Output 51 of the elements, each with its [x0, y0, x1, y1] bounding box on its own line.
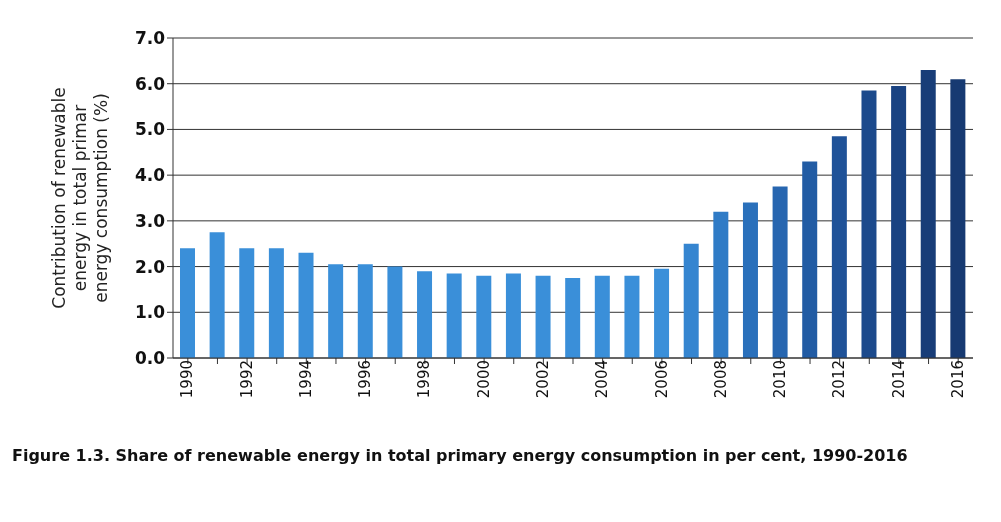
y-tick-label: 6.0: [134, 73, 166, 94]
x-tick-label: 2004: [593, 360, 612, 399]
bar: [505, 273, 521, 358]
x-tick-label: 2012: [830, 360, 849, 399]
bar: [357, 264, 373, 358]
bar: [802, 161, 818, 358]
y-tick-label: 5.0: [134, 119, 166, 140]
bar: [535, 275, 551, 358]
y-tick-label: 4.0: [134, 165, 166, 186]
x-tick-label: 1994: [296, 360, 315, 399]
x-tick-label: 1996: [356, 360, 375, 399]
y-tick-label: 3.0: [134, 210, 166, 231]
bar: [772, 186, 788, 358]
x-tick-label: 2010: [771, 360, 790, 399]
bar: [713, 211, 729, 358]
bar: [328, 264, 344, 358]
y-axis-title: Contribution of renewable energy in total primar energy consumption (%): [49, 87, 111, 309]
bar: [446, 273, 462, 358]
y-tick-label: 7.0: [134, 28, 166, 49]
bar: [298, 252, 314, 358]
y-tick-label: 1.0: [134, 302, 166, 323]
x-tick-label: 2014: [889, 360, 908, 399]
x-tick-label: 2016: [948, 360, 967, 399]
caption: Figure 1.3. Share of renewable energy in total primary energy consumption in per cent, 1990-2016: [12, 446, 909, 465]
bar: [891, 86, 907, 358]
bar: [565, 278, 581, 358]
y-tick-label: 0.0: [134, 348, 166, 369]
bar: [624, 275, 640, 358]
x-tick-label: 2000: [474, 360, 493, 399]
bar: [861, 90, 877, 358]
bar: [742, 202, 758, 358]
bar: [239, 248, 255, 358]
x-tick-label: 2002: [534, 360, 553, 399]
x-tick-label: 1992: [237, 360, 256, 399]
bar: [476, 275, 492, 358]
bar: [594, 275, 610, 358]
x-tick-label: 2008: [711, 360, 730, 399]
y-tick-label: 2.0: [134, 256, 166, 277]
bar: [268, 248, 284, 358]
x-tick-label: 1990: [178, 360, 197, 399]
bar: [950, 79, 966, 358]
bar: [683, 243, 699, 358]
bar: [209, 232, 225, 358]
x-tick-label: 2006: [652, 360, 671, 399]
bar: [180, 248, 195, 358]
bar: [920, 70, 936, 358]
bar: [654, 268, 670, 358]
bar: [831, 136, 847, 358]
bar: [417, 271, 433, 358]
bar: [387, 266, 403, 358]
x-tick-label: 1998: [415, 360, 434, 399]
